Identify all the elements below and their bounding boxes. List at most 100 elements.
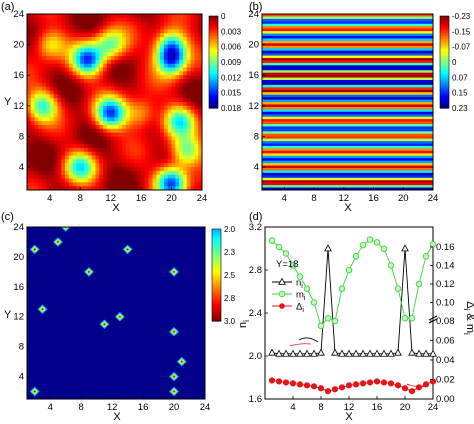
point-m: [359, 241, 367, 249]
colorbar-segment: [212, 242, 221, 245]
heatmap-cell: [182, 52, 188, 57]
heatmap-cell: [163, 44, 169, 49]
heatmap-cell: [148, 86, 154, 92]
heatmap-cell: [72, 98, 77, 103]
heatmap-cell: [95, 128, 100, 134]
heatmap-cell: [42, 29, 47, 34]
heatmap-cell: [95, 67, 100, 72]
heatmap-cell: [110, 29, 115, 34]
heatmap-cell: [156, 14, 161, 19]
heatmap-cell: [49, 98, 55, 103]
heatmap-cell: [144, 159, 150, 164]
heatmap-cell: [194, 113, 199, 118]
heatmap-cell: [160, 124, 165, 130]
heatmap-cell: [182, 109, 188, 114]
panel-a-label: (a): [1, 1, 14, 13]
heatmap-cell: [125, 140, 131, 145]
heatmap-cell: [68, 63, 74, 69]
heatmap-cell: [114, 159, 119, 164]
heatmap-cell: [65, 121, 70, 126]
colorbar-segment: [212, 267, 221, 270]
heatmap-cell: [30, 128, 36, 134]
heatmap-cell: [137, 82, 142, 88]
heatmap-cell: [72, 71, 77, 76]
heatmap-cell: [57, 94, 62, 99]
heatmap-cell: [137, 86, 142, 92]
heatmap-cell: [167, 33, 173, 38]
heatmap-cell: [125, 98, 131, 103]
heatmap-cell: [95, 155, 100, 160]
heatmap-cell: [65, 71, 70, 76]
heatmap-cell: [49, 117, 55, 122]
heatmap-cell: [118, 40, 123, 46]
heatmap-cell: [76, 151, 81, 157]
heatmap-cell: [42, 63, 47, 69]
heatmap-cell: [190, 163, 195, 168]
colorbar-label: 2.5: [224, 271, 236, 280]
heatmap-cell: [91, 140, 96, 145]
heatmap-cell: [68, 52, 74, 57]
colorbar-segment: [212, 250, 221, 253]
heatmap-cell: [152, 178, 157, 183]
heatmap-cell: [84, 113, 89, 118]
heatmap-cell: [84, 174, 89, 180]
colorbar-segment: [212, 262, 221, 265]
heatmap-cell: [27, 71, 32, 76]
heatmap-cell: [167, 48, 173, 53]
colorbar-segment: [440, 104, 449, 108]
panel-d-xlabel: X: [345, 411, 353, 423]
heatmap-cell: [53, 98, 58, 103]
heatmap-cell: [103, 82, 108, 88]
stripe: [262, 97, 433, 101]
y-tick-label: 8: [254, 131, 259, 142]
heatmap-cell: [129, 174, 135, 180]
heatmap-cell: [53, 155, 58, 160]
heatmap-cell: [80, 14, 85, 19]
heatmap-cell: [152, 40, 157, 46]
heatmap-cell: [76, 86, 81, 92]
heatmap-cell: [163, 56, 169, 61]
heatmap-cell: [46, 167, 51, 172]
heatmap-cell: [179, 124, 184, 130]
panel-a-frame: [26, 13, 203, 191]
heatmap-cell: [152, 79, 157, 84]
colorbar-segment: [209, 40, 218, 43]
heatmap-cell: [186, 56, 192, 61]
heatmap-cell: [46, 21, 51, 26]
heatmap-cell: [30, 117, 36, 122]
heatmap-cell: [34, 124, 39, 130]
heatmap-cell: [103, 151, 108, 157]
heatmap-cell: [160, 136, 165, 141]
heatmap-cell: [156, 86, 161, 92]
heatmap-cell: [72, 167, 77, 172]
heatmap-cell: [46, 82, 51, 88]
colorbar-segment: [440, 68, 449, 71]
colorbar-segment: [209, 88, 218, 91]
heatmap-cell: [114, 102, 119, 107]
point-n: [303, 349, 311, 357]
heatmap-cell: [182, 128, 188, 134]
heatmap-cell: [49, 71, 55, 76]
heatmap-cell: [53, 151, 58, 157]
heatmap-cell: [175, 67, 180, 72]
heatmap-cell: [133, 17, 138, 23]
heatmap-cell: [137, 79, 142, 84]
heatmap-cell: [27, 21, 32, 26]
heatmap-cell: [163, 105, 169, 111]
spike-ring: [126, 248, 129, 251]
heatmap-cell: [190, 21, 195, 26]
heatmap-cell: [198, 113, 202, 118]
heatmap-cell: [99, 121, 104, 126]
heatmap-cell: [46, 56, 51, 61]
heatmap-cell: [122, 90, 127, 95]
heatmap-cell: [57, 29, 62, 34]
heatmap-cell: [84, 17, 89, 23]
heatmap-cell: [65, 52, 70, 57]
heatmap-cell: [194, 63, 199, 69]
heatmap-cell: [144, 63, 150, 69]
heatmap-cell: [27, 121, 32, 126]
heatmap-cell: [160, 67, 165, 72]
heatmap-cell: [95, 170, 100, 176]
heatmap-cell: [46, 124, 51, 130]
heatmap-cell: [163, 75, 169, 80]
